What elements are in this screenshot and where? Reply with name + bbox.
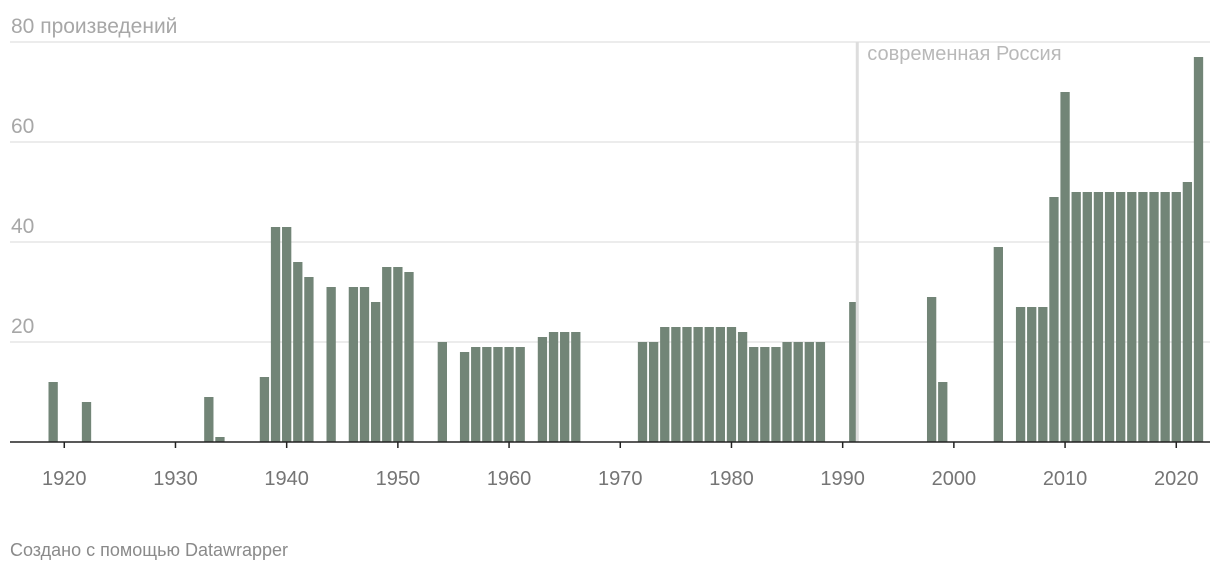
bar-2009 — [1049, 197, 1059, 442]
bar-1973 — [648, 342, 659, 442]
bar-2022 — [1193, 57, 1204, 442]
bar-1958 — [482, 347, 492, 442]
annotation-label: современная Россия — [867, 43, 1061, 65]
bar-2014 — [1104, 192, 1115, 442]
bar-1954 — [437, 342, 447, 442]
bar-1998 — [926, 297, 937, 442]
bar-1961 — [515, 347, 525, 442]
bar-1940 — [282, 227, 292, 442]
bar-1934 — [215, 437, 225, 442]
bar-1944 — [326, 287, 336, 442]
bar-2011 — [1071, 192, 1081, 442]
bar-2013 — [1093, 192, 1104, 442]
y-tick-label: 60 — [11, 115, 34, 138]
x-tick-label: 1930 — [153, 468, 198, 490]
bar-1964 — [548, 332, 559, 442]
bar-2012 — [1082, 192, 1092, 442]
bar-1988 — [815, 342, 826, 442]
x-tick-label: 1980 — [709, 468, 754, 490]
bar-1963 — [537, 337, 548, 442]
bar-1942 — [304, 277, 314, 442]
bar-1979 — [715, 327, 725, 442]
grid-lines — [10, 41, 1210, 343]
x-tick-label: 2010 — [1043, 468, 1088, 490]
bar-1982 — [749, 347, 759, 442]
bar-2017 — [1138, 192, 1148, 442]
bar-1986 — [793, 342, 803, 442]
x-tick-label: 1920 — [42, 468, 87, 490]
bar-1919 — [48, 382, 58, 442]
bar-1950 — [393, 267, 403, 442]
bar-1938 — [259, 377, 270, 442]
bar-1947 — [359, 287, 370, 442]
bar-2006 — [1015, 307, 1026, 442]
bar-2010 — [1060, 92, 1070, 442]
y-tick-label: 40 — [11, 215, 34, 238]
bar-1985 — [782, 342, 792, 442]
bar-2018 — [1149, 192, 1159, 442]
bar-2020 — [1171, 192, 1181, 442]
bar-1948 — [370, 302, 381, 442]
bar-1949 — [382, 267, 392, 442]
bar-2008 — [1038, 307, 1048, 442]
bar-1957 — [471, 347, 481, 442]
x-tick-label: 1940 — [264, 468, 309, 490]
bar-1965 — [560, 332, 570, 442]
y-tick-label: 80 произведений — [11, 15, 177, 38]
bar-1966 — [571, 332, 581, 442]
bar-1978 — [704, 327, 714, 442]
bar-1975 — [671, 327, 681, 442]
bar-2019 — [1160, 192, 1170, 442]
bar-2015 — [1116, 192, 1126, 442]
bar-chart: современная Россия 20 40 60 80 произведений… — [10, 15, 1210, 490]
bar-1972 — [637, 342, 648, 442]
bar-1939 — [270, 227, 281, 442]
bar-1977 — [693, 327, 703, 442]
bar-2016 — [1127, 192, 1137, 442]
bar-2007 — [1027, 307, 1037, 442]
y-tick-labels: 20 40 60 80 произведений — [11, 15, 177, 338]
bar-1980 — [726, 327, 737, 442]
credit-text: Создано с помощью Datawrapper — [10, 540, 289, 560]
bar-1983 — [760, 347, 770, 442]
bar-1984 — [771, 347, 781, 442]
bar-1976 — [682, 327, 692, 442]
bar-1981 — [737, 332, 748, 442]
x-tick-label: 1970 — [598, 468, 643, 490]
bar-1956 — [459, 352, 470, 442]
x-tick-label: 2020 — [1154, 468, 1199, 490]
x-tick-label: 1950 — [376, 468, 421, 490]
bar-1941 — [293, 262, 303, 442]
x-tick-label: 1960 — [487, 468, 532, 490]
bar-1960 — [504, 347, 514, 442]
bars — [48, 57, 1204, 442]
y-tick-label: 20 — [11, 315, 34, 338]
bar-1959 — [493, 347, 503, 442]
bar-1999 — [938, 382, 948, 442]
bar-1974 — [660, 327, 670, 442]
bar-1922 — [81, 402, 92, 442]
bar-1951 — [404, 272, 414, 442]
bar-2004 — [993, 247, 1003, 442]
bar-2021 — [1182, 182, 1193, 442]
bar-1933 — [204, 397, 214, 442]
x-tick-label: 2000 — [932, 468, 977, 490]
x-tick-label: 1990 — [820, 468, 865, 490]
bar-1946 — [348, 287, 359, 442]
x-tick-labels: 1920 1930 1940 1950 1960 1970 1980 1990 2000 2010… — [42, 442, 1199, 490]
bar-1987 — [804, 342, 814, 442]
bar-1991 — [849, 302, 859, 442]
